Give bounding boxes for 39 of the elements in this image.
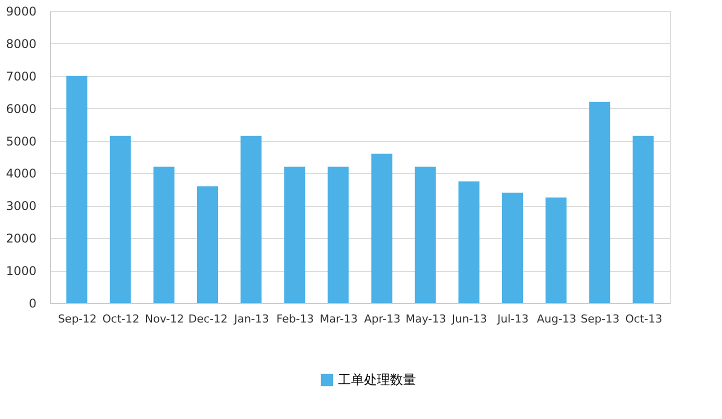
y-tick-label: 7000: [6, 69, 36, 84]
x-tick-label: Mar-13: [320, 312, 358, 326]
legend-label: 工单处理数量: [338, 373, 416, 388]
x-tick-label: Jan-13: [233, 312, 270, 326]
x-tick-label: Sep-13: [580, 312, 620, 326]
bar: [632, 136, 654, 303]
x-tick-label: May-13: [406, 312, 446, 326]
bar: [153, 166, 174, 303]
y-tick-label: 8000: [6, 36, 36, 51]
x-tick-label: Apr-13: [364, 312, 400, 326]
bar: [66, 76, 88, 303]
bar: [589, 102, 610, 303]
bar: [110, 136, 131, 303]
bar: [414, 166, 436, 303]
y-tick-label: 6000: [6, 102, 36, 116]
bar: [458, 181, 480, 303]
x-tick-label: Sep-12: [58, 312, 97, 326]
bar: [284, 166, 306, 303]
bar: [240, 136, 262, 303]
y-tick-label: 2000: [6, 232, 36, 246]
x-tick-label: Jul-13: [496, 312, 529, 326]
x-tick-label: Feb-13: [276, 312, 314, 326]
bar: [328, 166, 349, 303]
y-tick-label: 3000: [6, 199, 36, 214]
bar: [197, 186, 218, 303]
y-tick-label: 0: [28, 296, 36, 310]
y-tick-label: 1000: [6, 264, 36, 278]
y-tick-label: 4000: [6, 166, 36, 181]
x-tick-label: Oct-12: [102, 312, 140, 326]
y-tick-label: 5000: [6, 134, 36, 148]
x-tick-label: Aug-13: [536, 312, 576, 326]
x-tick-label: Dec-12: [188, 312, 228, 326]
x-tick-label: Oct-13: [625, 312, 662, 326]
x-tick-label: Jun-13: [450, 312, 488, 326]
y-tick-label: 9000: [6, 4, 36, 18]
x-tick-label: Nov-12: [144, 312, 184, 326]
bar: [371, 154, 392, 303]
bar: [502, 192, 523, 303]
bar: [546, 198, 567, 303]
